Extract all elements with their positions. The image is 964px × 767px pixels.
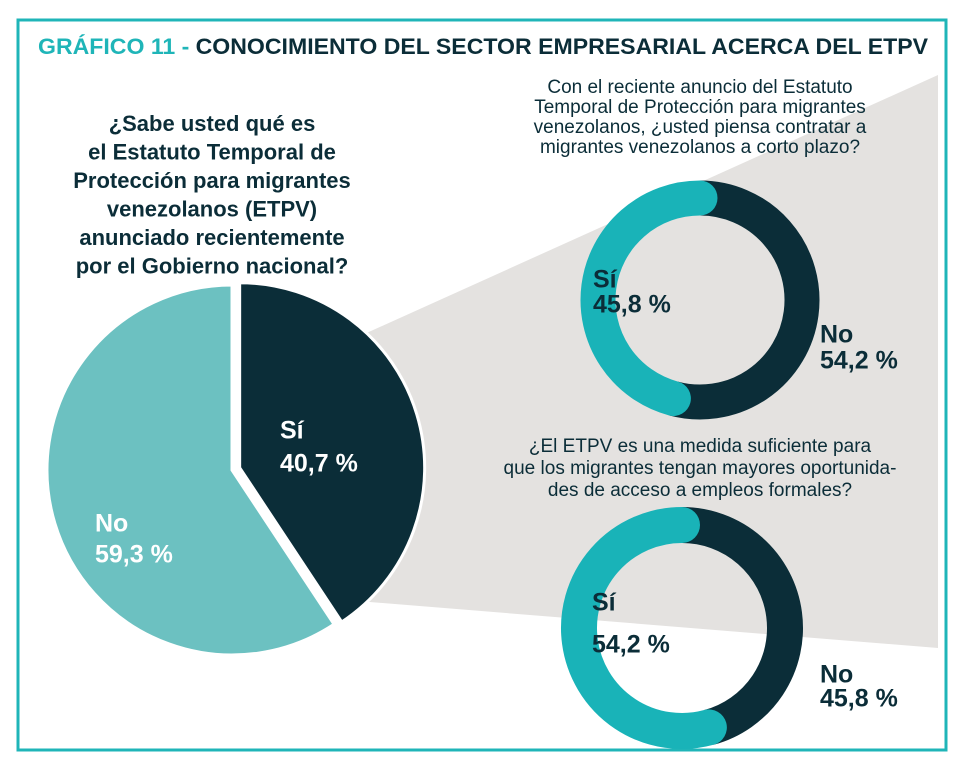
category-label: No [820, 661, 853, 689]
chart-question: Protección para migrantes [73, 168, 351, 193]
heading-number: GRÁFICO 11 - [38, 34, 189, 59]
chart-question: Temporal de Protección para migrantes [534, 97, 866, 118]
chart-question: que los migrantes tengan mayores oportun… [504, 458, 897, 479]
value-label: 54,2 % [820, 347, 898, 375]
value-label: 45,8 % [820, 685, 898, 713]
pie-slice [45, 283, 337, 657]
donut-segment [561, 507, 727, 749]
donut-segment [668, 180, 820, 420]
heading-text: CONOCIMIENTO DEL SECTOR EMPRESARIAL ACER… [196, 34, 929, 59]
chart-question: por el Gobierno nacional? [76, 253, 349, 278]
chart-question: ¿Sabe usted qué es [109, 111, 316, 136]
donut-segment [681, 507, 803, 745]
value-label: 59,3 % [95, 541, 173, 569]
chart-question: venezolanos, ¿usted piensa contratar a [534, 117, 867, 138]
chart-question: migrantes venezolanos a corto plazo? [540, 137, 860, 158]
value-label: 45,8 % [593, 291, 671, 319]
chart-question: venezolanos (ETPV) [107, 196, 317, 221]
value-label: 40,7 % [280, 450, 358, 478]
category-label: No [95, 510, 128, 538]
category-label: No [820, 321, 853, 349]
chart-question: el Estatuto Temporal de [88, 139, 336, 164]
chart-question: anunciado recientemente [79, 225, 344, 250]
value-label: 54,2 % [592, 631, 670, 659]
category-label: Sí [592, 589, 617, 617]
pie-slice [238, 281, 427, 625]
category-label: Sí [593, 266, 618, 294]
chart-question: ¿El ETPV es una medida suficiente para [529, 436, 872, 457]
heading: GRÁFICO 11 - CONOCIMIENTO DEL SECTOR EMPR… [38, 34, 928, 59]
category-label: Sí [280, 417, 305, 445]
donut-segment [580, 180, 718, 416]
chart-question: Con el reciente anuncio del Estatuto [547, 77, 852, 98]
chart-question: des de acceso a empleos formales? [548, 480, 852, 501]
